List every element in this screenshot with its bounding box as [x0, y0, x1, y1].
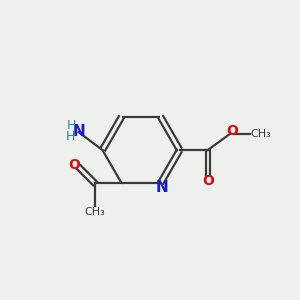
- Text: O: O: [202, 174, 214, 188]
- Text: N: N: [73, 124, 85, 140]
- Text: O: O: [68, 158, 80, 172]
- Text: O: O: [226, 124, 238, 138]
- Text: CH₃: CH₃: [85, 207, 105, 217]
- Text: H: H: [67, 119, 76, 132]
- Text: CH₃: CH₃: [250, 129, 271, 139]
- Text: N: N: [155, 180, 168, 195]
- Text: H: H: [66, 130, 75, 143]
